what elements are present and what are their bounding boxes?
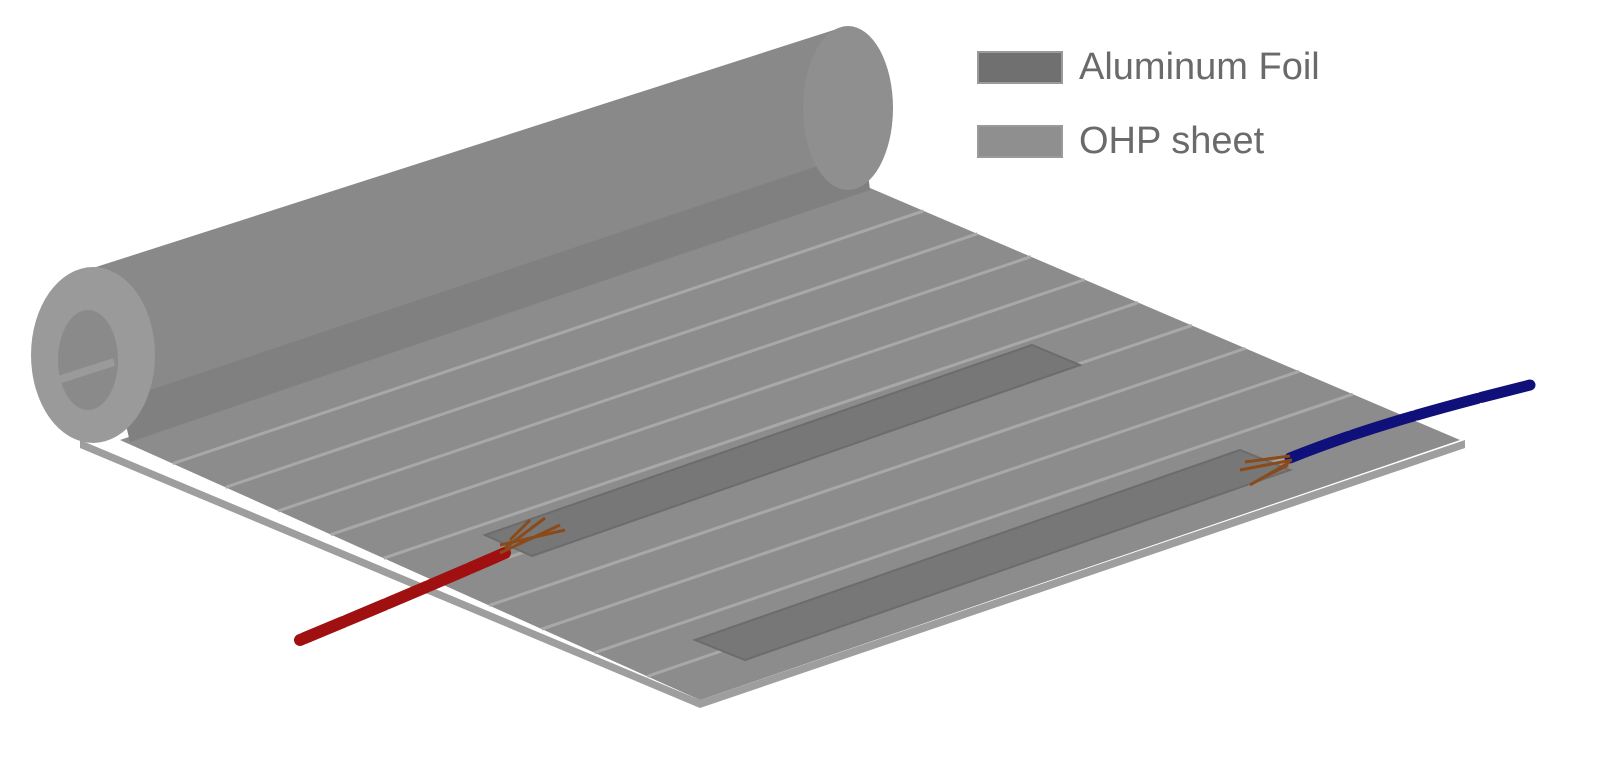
aluminum-foil-strip-lower xyxy=(692,448,1293,662)
legend-label: OHP sheet xyxy=(1079,120,1265,162)
roll-body xyxy=(93,28,870,442)
sheet-layer-line xyxy=(594,392,1354,655)
ohp-sheet-swatch xyxy=(977,125,1063,158)
sheet-layer-line xyxy=(330,278,1086,536)
legend-item-aluminum-foil: Aluminum Foil xyxy=(977,46,1320,89)
aluminum-foil-swatch xyxy=(977,51,1063,84)
legend-item-ohp-sheet: OHP sheet xyxy=(977,120,1264,163)
sheet-layer-line xyxy=(172,209,925,466)
sheet-layer-line xyxy=(224,232,978,489)
blue-wire-strands xyxy=(1239,454,1293,487)
sheet-layer-line xyxy=(488,346,1246,607)
legend-label: Aluminum Foil xyxy=(1079,46,1320,88)
sheet-layer-line xyxy=(541,369,1300,631)
sheet-layer-line xyxy=(277,255,1032,513)
roll-core xyxy=(58,310,118,410)
roll-shadow xyxy=(120,150,870,442)
red-wire xyxy=(294,547,511,646)
roll-end-cap-right xyxy=(803,26,893,190)
sheet-layer-line xyxy=(383,301,1139,560)
blue-wire xyxy=(1284,379,1536,464)
red-wire-strands xyxy=(499,516,566,555)
roll-core-spoke xyxy=(50,358,116,386)
aluminum-foil-strip-upper xyxy=(482,343,1083,558)
